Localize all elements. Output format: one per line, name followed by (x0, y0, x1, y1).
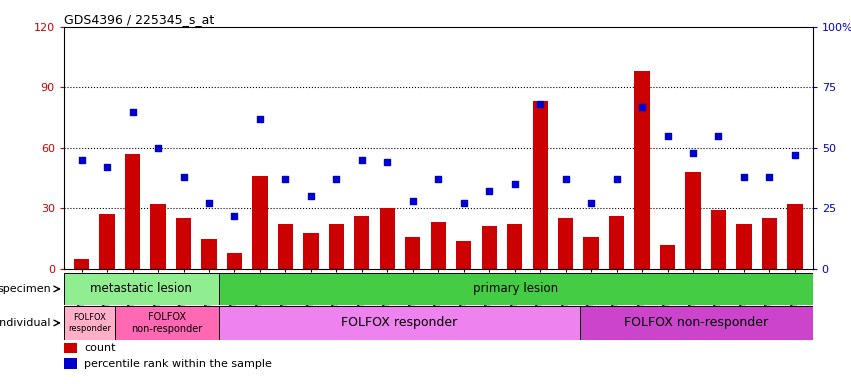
Point (610, 176, 624, 182)
Bar (202, 238, 217, 269)
Point (508, 181, 522, 187)
Bar (64, 343, 77, 353)
Bar (580, 306, 813, 340)
Text: FOLFOX
non-responder: FOLFOX non-responder (132, 312, 203, 334)
Point (660, 133, 674, 139)
Bar (100, 214, 115, 269)
Bar (660, 245, 675, 269)
Text: count: count (84, 343, 116, 353)
Text: FOLFOX responder: FOLFOX responder (341, 316, 458, 329)
Point (380, 159, 394, 166)
Bar (125, 154, 140, 269)
Point (151, 145, 165, 151)
Point (228, 212, 242, 218)
Bar (116, 306, 219, 340)
Bar (507, 225, 523, 269)
Point (304, 193, 317, 199)
Bar (558, 218, 574, 269)
Text: FOLFOX
responder: FOLFOX responder (68, 313, 111, 333)
Point (711, 133, 725, 139)
Point (355, 157, 368, 163)
Point (177, 174, 191, 180)
Point (126, 109, 140, 115)
Bar (685, 172, 700, 269)
Bar (584, 237, 599, 269)
Bar (634, 71, 649, 269)
Bar (533, 101, 548, 269)
Bar (64, 359, 77, 369)
Bar (151, 204, 166, 269)
Text: specimen: specimen (0, 284, 51, 294)
Bar (176, 218, 191, 269)
Point (406, 198, 420, 204)
Text: individual: individual (0, 318, 51, 328)
Bar (64, 273, 219, 305)
Point (585, 200, 598, 207)
Point (788, 152, 802, 158)
Bar (64, 306, 116, 340)
Bar (354, 217, 369, 269)
Bar (252, 176, 267, 269)
Point (278, 176, 292, 182)
Bar (277, 225, 293, 269)
Bar (609, 217, 625, 269)
Bar (787, 204, 802, 269)
Text: metastatic lesion: metastatic lesion (90, 283, 192, 295)
Bar (328, 225, 344, 269)
Point (737, 174, 751, 180)
Bar (219, 306, 580, 340)
Bar (482, 227, 497, 269)
Point (75, 157, 89, 163)
Bar (762, 218, 777, 269)
Point (686, 150, 700, 156)
Bar (303, 233, 318, 269)
Text: GDS4396 / 225345_s_at: GDS4396 / 225345_s_at (64, 13, 214, 26)
Point (534, 101, 547, 108)
Bar (431, 222, 446, 269)
Point (559, 176, 573, 182)
Bar (380, 209, 395, 269)
Text: primary lesion: primary lesion (473, 283, 558, 295)
Point (329, 176, 343, 182)
Point (203, 200, 216, 207)
Point (762, 174, 776, 180)
Point (253, 116, 266, 122)
Bar (456, 240, 471, 269)
Bar (736, 225, 751, 269)
Bar (219, 273, 813, 305)
Point (431, 176, 445, 182)
Point (100, 164, 114, 170)
Point (483, 188, 496, 194)
Bar (711, 210, 726, 269)
Bar (74, 259, 89, 269)
Point (635, 104, 648, 110)
Point (457, 200, 471, 207)
Bar (227, 253, 243, 269)
Bar (405, 237, 420, 269)
Text: FOLFOX non-responder: FOLFOX non-responder (625, 316, 768, 329)
Text: percentile rank within the sample: percentile rank within the sample (84, 359, 272, 369)
